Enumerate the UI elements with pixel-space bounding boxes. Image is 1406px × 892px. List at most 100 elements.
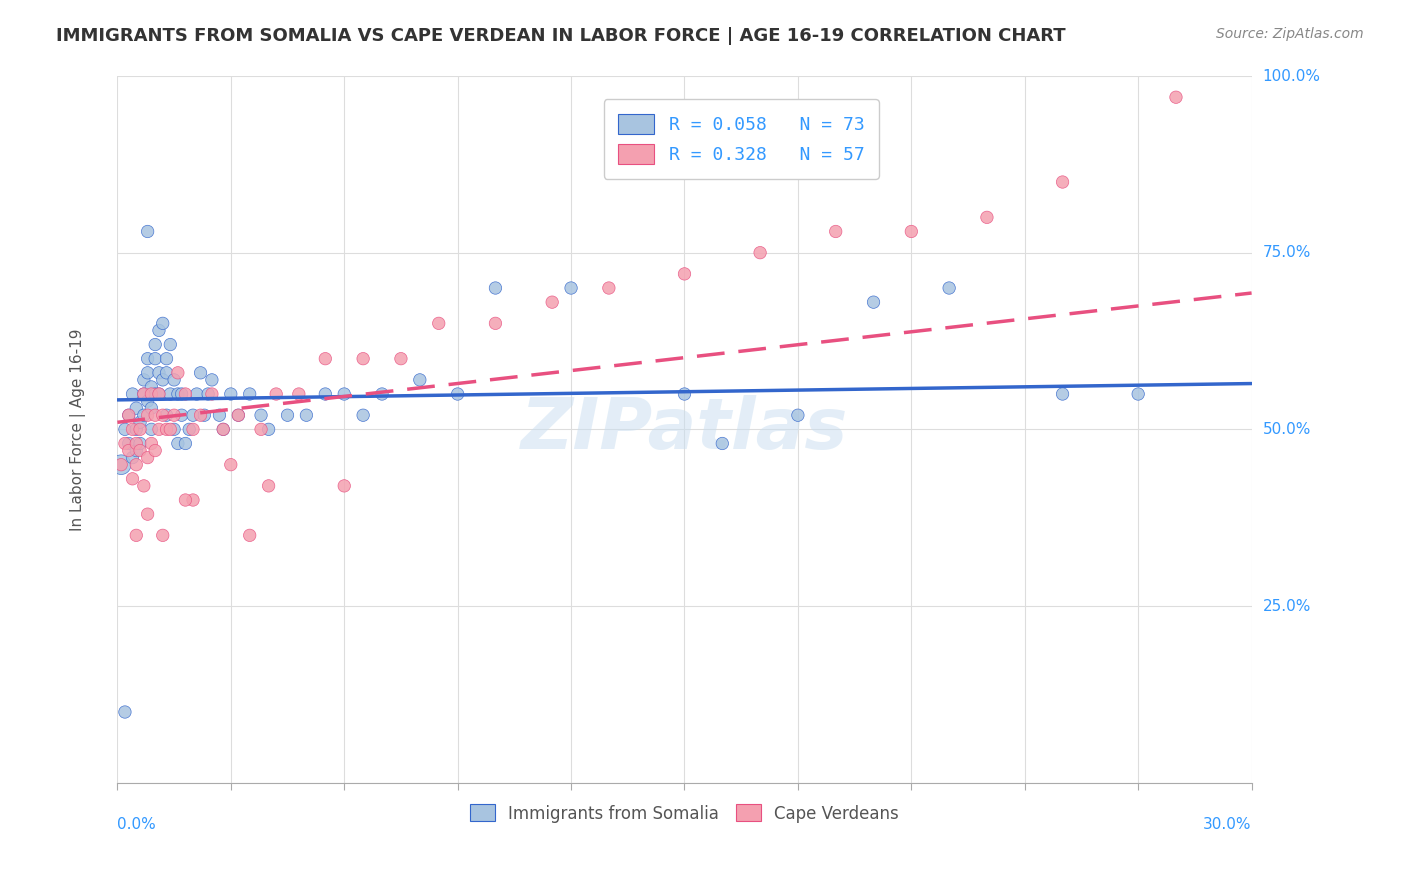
- Point: [212, 422, 235, 436]
- Point: [484, 281, 506, 295]
- Point: [179, 422, 201, 436]
- Point: [174, 493, 197, 508]
- Point: [129, 443, 152, 458]
- Point: [170, 387, 193, 401]
- Point: [143, 337, 166, 351]
- Point: [219, 387, 242, 401]
- Point: [118, 408, 141, 422]
- Point: [141, 387, 163, 401]
- Point: [136, 366, 159, 380]
- Text: 0.0%: 0.0%: [117, 817, 156, 832]
- Point: [219, 458, 242, 472]
- Point: [976, 211, 998, 225]
- Point: [389, 351, 412, 366]
- Point: [1052, 175, 1074, 189]
- Point: [118, 436, 141, 450]
- Point: [333, 479, 356, 493]
- Point: [141, 422, 163, 436]
- Point: [110, 458, 132, 472]
- Point: [174, 387, 197, 401]
- Point: [197, 387, 219, 401]
- Point: [239, 387, 262, 401]
- Point: [155, 351, 177, 366]
- Point: [190, 408, 212, 422]
- Point: [190, 366, 212, 380]
- Point: [208, 408, 231, 422]
- Point: [484, 317, 506, 331]
- Point: [181, 493, 204, 508]
- Point: [314, 387, 336, 401]
- Point: [125, 436, 148, 450]
- Point: [749, 245, 772, 260]
- Point: [155, 408, 177, 422]
- Point: [136, 394, 159, 409]
- Point: [201, 387, 224, 401]
- Point: [136, 225, 159, 239]
- Point: [786, 408, 808, 422]
- Point: [114, 422, 136, 436]
- Point: [201, 373, 224, 387]
- Point: [673, 267, 696, 281]
- Point: [159, 337, 181, 351]
- Point: [239, 528, 262, 542]
- Point: [141, 380, 163, 394]
- Point: [560, 281, 582, 295]
- Point: [114, 436, 136, 450]
- Point: [125, 528, 148, 542]
- Point: [125, 443, 148, 458]
- Point: [1128, 387, 1150, 401]
- Point: [129, 422, 152, 436]
- Point: [352, 408, 374, 422]
- Point: [143, 387, 166, 401]
- Point: [148, 366, 170, 380]
- Point: [163, 408, 186, 422]
- Text: 75.0%: 75.0%: [1263, 245, 1310, 260]
- Point: [598, 281, 620, 295]
- Point: [141, 401, 163, 416]
- Point: [163, 422, 186, 436]
- Point: [276, 408, 298, 422]
- Point: [132, 373, 155, 387]
- Point: [125, 422, 148, 436]
- Point: [132, 479, 155, 493]
- Point: [1164, 90, 1187, 104]
- Point: [110, 458, 132, 472]
- Point: [125, 458, 148, 472]
- Point: [143, 443, 166, 458]
- Point: [155, 366, 177, 380]
- Point: [143, 408, 166, 422]
- Point: [900, 225, 922, 239]
- Point: [446, 387, 468, 401]
- Text: 50.0%: 50.0%: [1263, 422, 1310, 437]
- Point: [152, 317, 174, 331]
- Text: 30.0%: 30.0%: [1204, 817, 1251, 832]
- Point: [148, 323, 170, 337]
- Point: [159, 387, 181, 401]
- Point: [257, 479, 280, 493]
- Point: [212, 422, 235, 436]
- Point: [250, 422, 273, 436]
- Point: [136, 450, 159, 465]
- Point: [121, 472, 143, 486]
- Point: [181, 422, 204, 436]
- Text: ZIPatlas: ZIPatlas: [520, 395, 848, 464]
- Point: [148, 387, 170, 401]
- Point: [121, 422, 143, 436]
- Point: [152, 373, 174, 387]
- Point: [295, 408, 318, 422]
- Point: [167, 436, 190, 450]
- Point: [136, 408, 159, 422]
- Point: [148, 422, 170, 436]
- Point: [288, 387, 311, 401]
- Point: [174, 436, 197, 450]
- Text: 25.0%: 25.0%: [1263, 599, 1310, 614]
- Point: [125, 401, 148, 416]
- Point: [141, 436, 163, 450]
- Point: [136, 351, 159, 366]
- Legend: Immigrants from Somalia, Cape Verdeans: Immigrants from Somalia, Cape Verdeans: [461, 796, 907, 830]
- Point: [352, 351, 374, 366]
- Point: [136, 507, 159, 521]
- Point: [427, 317, 450, 331]
- Point: [1052, 387, 1074, 401]
- Point: [228, 408, 250, 422]
